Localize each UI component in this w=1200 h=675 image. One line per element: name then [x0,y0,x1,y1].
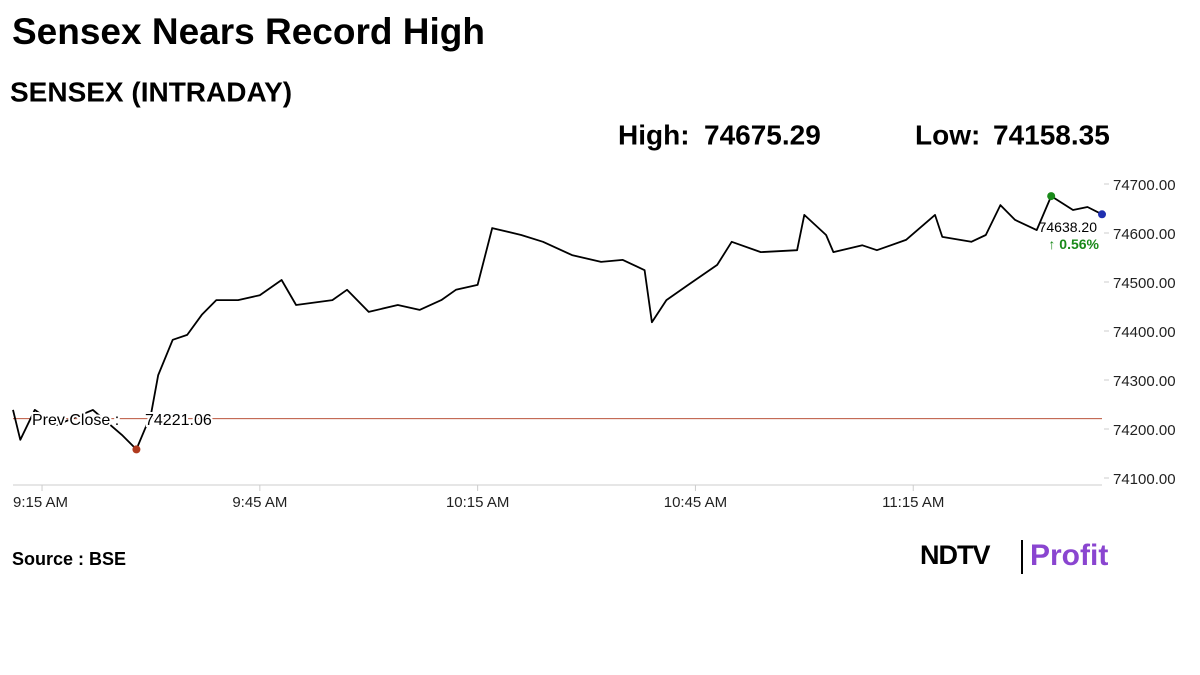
logo-brand: NDTV [920,540,990,570]
source: Source : BSE [12,549,126,569]
y-tick-label: 74200.00 [1113,422,1176,439]
y-tick-label: 74400.00 [1113,324,1176,341]
y-tick-label: 74700.00 [1113,177,1176,194]
y-tick-label: 74100.00 [1113,471,1176,488]
y-tick-label: 74600.00 [1113,226,1176,243]
low-value: 74158.35 [993,119,1110,150]
x-tick-label: 11:15 AM [882,494,944,511]
change-label: ↑ 0.56% [1048,236,1099,252]
low-marker [132,445,141,454]
y-tick-label: 74300.00 [1113,373,1176,390]
prev-close-label: Prev Close : [32,412,119,429]
chart-title: Sensex Nears Record High [12,11,485,52]
x-tick-label: 9:15 AM [13,494,68,511]
high-label: High: [618,119,690,150]
last-marker [1098,210,1106,219]
last-value-label: 74638.20 [1039,219,1098,235]
low-label: Low: [915,119,980,150]
logo-product: Profit [1030,539,1108,572]
y-tick-label: 74500.00 [1113,275,1176,292]
high-marker [1047,192,1056,201]
prev-close-value: 74221.06 [145,412,212,429]
x-tick-label: 10:15 AM [446,494,509,511]
price-line [12,195,1103,451]
chart-subtitle: SENSEX (INTRADAY) [10,76,292,107]
stats: High: 74675.29 Low: 74158.35 [618,119,1110,150]
x-tick-label: 10:45 AM [664,494,727,511]
high-value: 74675.29 [704,119,821,150]
x-tick-label: 9:45 AM [232,494,287,511]
